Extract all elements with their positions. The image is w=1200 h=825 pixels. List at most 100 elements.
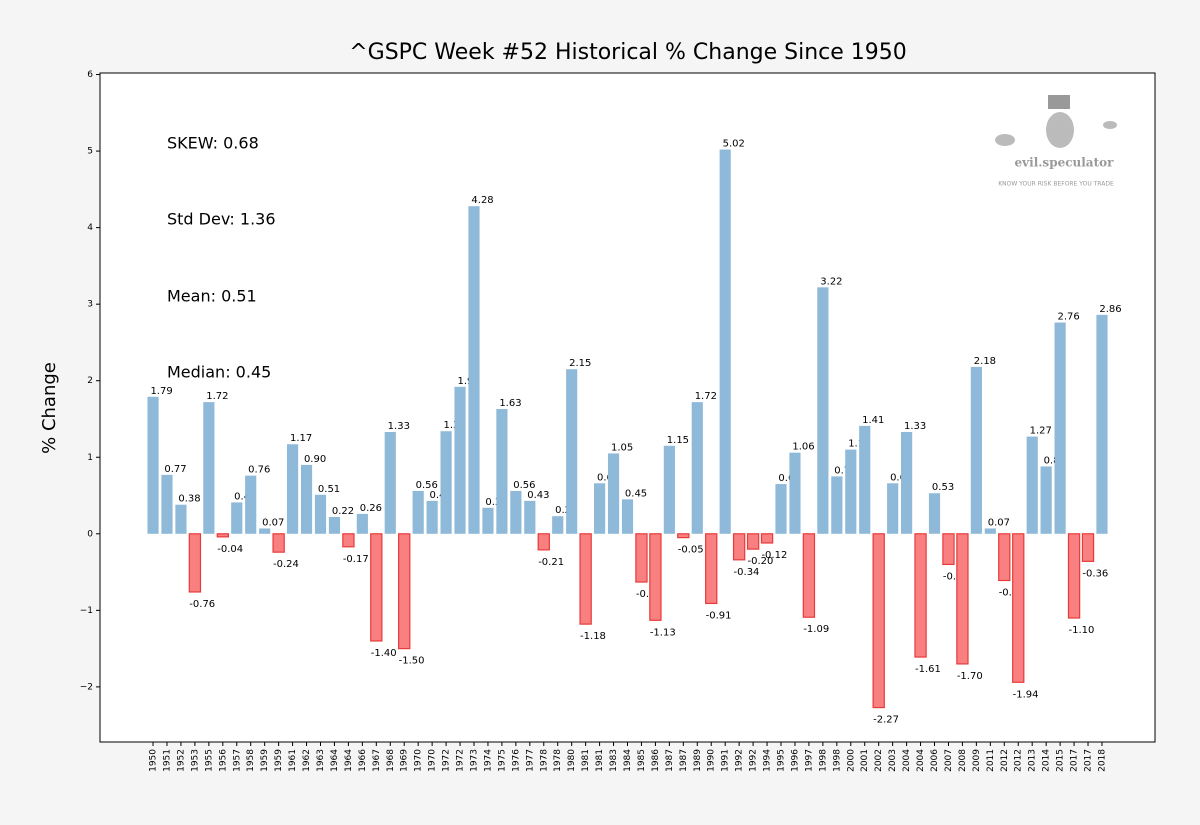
data-label: -1.61 (915, 664, 941, 675)
data-label: 1.15 (667, 435, 689, 446)
data-label: -2.27 (873, 715, 899, 726)
x-tick-label: 2001 (860, 749, 870, 772)
data-label: 1.72 (206, 391, 228, 402)
y-tick-label: 4 (87, 223, 93, 233)
data-label: -0.24 (273, 559, 299, 570)
bar (594, 483, 606, 534)
data-label: -1.09 (803, 624, 829, 635)
bar (579, 533, 592, 625)
bar (231, 502, 243, 534)
data-label: 1.41 (862, 415, 884, 426)
x-tick-label: 1958 (246, 749, 256, 772)
y-tick-label: 2 (87, 376, 93, 386)
x-tick-label: 2007 (944, 749, 954, 772)
data-label: -1.40 (371, 648, 397, 659)
annotation: SKEW: 0.68 (167, 134, 259, 153)
x-tick-label: 1970 (414, 749, 424, 772)
x-tick-label: 1991 (721, 749, 731, 772)
data-label: -0.76 (189, 599, 215, 610)
x-tick-label: 1957 (232, 749, 242, 772)
bar (845, 449, 857, 534)
bar (621, 499, 634, 534)
bar (482, 507, 494, 534)
x-tick-label: 1956 (218, 749, 228, 772)
x-tick-label: 1955 (204, 749, 214, 772)
bar (942, 533, 955, 566)
y-tick-label: 5 (87, 147, 93, 157)
bar (245, 475, 257, 534)
x-tick-label: 1953 (190, 749, 200, 772)
data-label: 0.53 (932, 482, 954, 493)
x-tick-label: 1976 (511, 749, 521, 772)
bar (831, 476, 843, 534)
x-tick-label: 1981 (595, 749, 605, 772)
bar (1096, 314, 1108, 534)
data-label: 0.56 (416, 480, 438, 491)
x-tick-label: 1978 (553, 749, 563, 772)
x-tick-label: 2009 (972, 749, 982, 772)
bar (663, 445, 675, 534)
bar (746, 533, 760, 550)
chart-title: ^GSPC Week #52 Historical % Change Since… (349, 40, 907, 65)
data-label: 0.56 (513, 480, 535, 491)
plot-area (100, 73, 1155, 742)
data-label: -1.10 (1068, 625, 1094, 636)
bar (1067, 533, 1081, 619)
data-label: -1.50 (399, 656, 425, 667)
x-tick-label: 2000 (846, 749, 856, 772)
x-tick-label: 1992 (735, 749, 745, 772)
bar (914, 533, 927, 658)
bar (537, 533, 550, 551)
x-tick-label: 2004 (916, 749, 926, 772)
bar (775, 484, 787, 534)
x-tick-label: 1995 (777, 749, 787, 772)
bar (887, 483, 899, 534)
x-tick-label: 2012 (1014, 749, 1024, 772)
data-label: 0.76 (248, 465, 270, 476)
watermark: evil.speculator KNOW YOUR RISK BEFORE YO… (995, 95, 1117, 188)
x-tick-label: 1992 (749, 749, 759, 772)
bar (286, 444, 299, 534)
data-label: -0.04 (217, 544, 243, 555)
x-tick-label: 2012 (1000, 749, 1010, 772)
x-tick-label: 1963 (316, 749, 326, 772)
logo-icon (1046, 112, 1074, 148)
data-label: -1.18 (580, 631, 606, 642)
data-label: 1.72 (695, 391, 717, 402)
annotation: Median: 0.45 (167, 363, 271, 382)
x-tick-label: 1972 (442, 749, 452, 772)
y-tick-label: 1 (87, 453, 93, 463)
x-tick-label: 1998 (832, 749, 842, 772)
x-tick-label: 1972 (456, 749, 466, 772)
data-label: 1.79 (150, 386, 172, 397)
data-label: -0.12 (761, 550, 787, 561)
data-label: -0.91 (706, 610, 732, 621)
marks: −2 −1 0 1 2 3 4 5 6 1950 1.79 1951 0.77 1952 0.38 1953 -… (80, 70, 1122, 772)
data-label: 0.90 (304, 454, 326, 465)
data-label: -0.63 (636, 589, 662, 600)
logo-icon (995, 134, 1015, 146)
data-label: 1.63 (499, 398, 521, 409)
bar (175, 504, 187, 534)
data-label: -0.21 (538, 557, 564, 568)
data-label: -1.94 (1013, 689, 1039, 700)
logo-icon (1048, 95, 1070, 109)
bar (719, 149, 731, 534)
bar (370, 533, 383, 642)
bar (328, 516, 341, 534)
data-label: -0.05 (678, 545, 704, 556)
y-tick-label: 6 (87, 70, 93, 80)
bar (342, 533, 355, 548)
bar (649, 533, 662, 621)
x-tick-label: 1987 (665, 749, 675, 772)
bar (732, 533, 746, 561)
data-label: 1.06 (792, 442, 814, 453)
data-label: 0.07 (262, 517, 284, 528)
bar (147, 396, 159, 534)
data-label: 0.77 (164, 464, 186, 475)
data-label: -1.13 (650, 627, 676, 638)
x-tick-label: 1959 (274, 749, 284, 772)
y-tick-label: −1 (80, 606, 93, 616)
bar (454, 386, 466, 534)
x-tick-label: 1973 (469, 749, 479, 772)
